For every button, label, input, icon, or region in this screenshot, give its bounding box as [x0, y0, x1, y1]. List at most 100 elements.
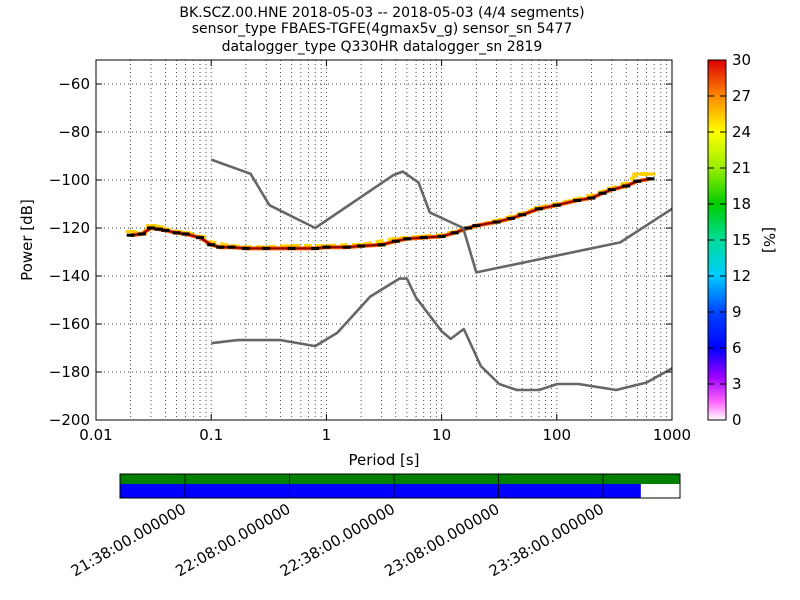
psd-mode-mark: [262, 246, 271, 250]
grid-lines: [95, 60, 672, 421]
psd-mode-mark: [196, 236, 205, 240]
psd-mode-mark: [573, 198, 582, 202]
psd-mode-mark: [287, 246, 296, 250]
psd-plot-area: 0.01 0.1 1 10 100 1000 −60 −80 −100 −120 −140 −160…: [49, 59, 691, 444]
psd-mode-mark: [377, 243, 386, 247]
x-tick-label: 100: [542, 426, 571, 444]
x-tick-label: 0.01: [79, 426, 112, 444]
psd-mode-mark: [357, 244, 366, 248]
colorbar-tick-label: 21: [732, 159, 751, 177]
coverage-time-label: 23:08:00.000000: [381, 500, 502, 580]
colorbar-tick-label: 0: [732, 411, 742, 429]
colorbar-tick-label: 15: [732, 231, 751, 249]
psd-mode-mark: [492, 220, 501, 224]
y-tick-label: −160: [49, 315, 90, 333]
coverage-time-label: 22:08:00.000000: [172, 500, 293, 580]
psd-mode-mark: [227, 245, 236, 249]
segments-coverage: [120, 474, 680, 484]
y-axis-label: Power [dB]: [18, 199, 36, 281]
psd-mode-mark: [552, 203, 561, 207]
psd-mode-mark: [622, 184, 631, 188]
psd-mode-mark: [607, 188, 616, 192]
y-tick-label: −80: [58, 123, 90, 141]
psd-mode-mark: [126, 233, 135, 237]
psd-mode-mark: [437, 234, 446, 238]
psd-mode-mark: [207, 243, 216, 247]
high-noise-model: [210, 158, 673, 274]
data-coverage-bar: 21:38:00.00000022:08:00.00000022:38:00.0…: [68, 473, 681, 580]
title-line-1: BK.SCZ.00.HNE 2018-05-03 -- 2018-05-03 (…: [179, 5, 584, 21]
colorbar-tick-label: 30: [732, 51, 751, 69]
psd-mode-mark: [472, 224, 481, 228]
psd-spread-mark: [390, 237, 401, 241]
plot-frame: [95, 59, 673, 421]
psd-mode-mark: [311, 246, 320, 250]
colorbar-ticks: 0 3 6 9 12 15 18 21 24 27 30: [708, 51, 751, 429]
psd-mode-trace: [126, 176, 655, 251]
y-tick-label: −120: [49, 219, 90, 237]
y-tick-label: −200: [49, 411, 90, 429]
psd-mode-mark: [322, 245, 331, 249]
colorbar-tick-label: 3: [732, 375, 742, 393]
psd-mode-mark: [518, 213, 527, 217]
psd-mode-mark: [216, 245, 225, 249]
plot-background: [96, 60, 672, 420]
psd-mode-mark: [342, 245, 351, 249]
colorbar-tick-label: 9: [732, 303, 742, 321]
colorbar: 0 3 6 9 12 15 18 21 24 27 30 [%]: [707, 51, 778, 429]
psd-mode-mark: [137, 232, 146, 236]
y-tick-label: −180: [49, 363, 90, 381]
data-coverage: [120, 484, 641, 498]
y-axis-ticks: −60 −80 −100 −120 −140 −160 −180 −200: [49, 75, 672, 429]
psd-mode-mark: [506, 216, 515, 220]
psd-mode-mark: [154, 227, 163, 231]
colorbar-tick-label: 18: [732, 195, 751, 213]
colorbar-tick-label: 12: [732, 267, 751, 285]
colorbar-tick-label: 27: [732, 87, 751, 105]
psd-mode-mark: [464, 226, 473, 230]
psd-spread-mark: [621, 182, 632, 186]
psd-mode-mark: [181, 232, 190, 236]
psd-mode-mark: [598, 191, 607, 195]
y-tick-label: −100: [49, 171, 90, 189]
psd-spread-mark: [125, 230, 136, 234]
psd-mode-mark: [534, 207, 543, 211]
psd-mode-mark: [419, 236, 428, 240]
psd-spread-mark: [153, 225, 164, 229]
title-line-2: sensor_type FBAES-TGFE(4gmax5v_g) sensor…: [192, 21, 573, 37]
psd-spread-mark: [145, 224, 156, 228]
colorbar-label: [%]: [760, 227, 778, 253]
psd-mode-mark: [241, 246, 250, 250]
psd-mode-mark: [161, 228, 170, 232]
y-tick-label: −140: [49, 267, 90, 285]
title-line-3: datalogger_type Q330HR datalogger_sn 281…: [222, 39, 543, 55]
psd-mode-mark: [633, 179, 642, 183]
psd-mode-mark: [146, 226, 155, 230]
psd-mode-mark: [646, 177, 655, 181]
low-noise-model: [211, 277, 673, 392]
x-axis-label: Period [s]: [348, 451, 419, 469]
coverage-frame: [119, 473, 681, 499]
psd-spread-mark: [632, 172, 643, 176]
psd-mode-mark: [587, 196, 596, 200]
psd-spread-mark: [645, 172, 656, 176]
x-tick-label: 1: [322, 426, 332, 444]
colorbar-tick-label: 24: [732, 123, 751, 141]
x-tick-label: 0.1: [199, 426, 223, 444]
psd-spread-mark: [586, 194, 597, 198]
coverage-time-label: 21:38:00.000000: [68, 500, 189, 580]
noise-models: [210, 158, 673, 392]
colorbar-tick-label: 6: [732, 339, 742, 357]
psd-mode-mark: [172, 231, 181, 235]
x-tick-label: 1000: [653, 426, 691, 444]
psd-spread-mark: [286, 244, 297, 248]
y-tick-label: −60: [58, 75, 90, 93]
x-tick-label: 10: [432, 426, 451, 444]
chart-title: BK.SCZ.00.HNE 2018-05-03 -- 2018-05-03 (…: [179, 5, 584, 55]
psd-spread-mark: [206, 240, 217, 244]
coverage-time-label: 22:38:00.000000: [277, 500, 398, 580]
psd-mode-mark: [402, 237, 411, 241]
x-axis-ticks: 0.01 0.1 1 10 100 1000: [79, 60, 691, 444]
psd-mode-mark: [391, 239, 400, 243]
